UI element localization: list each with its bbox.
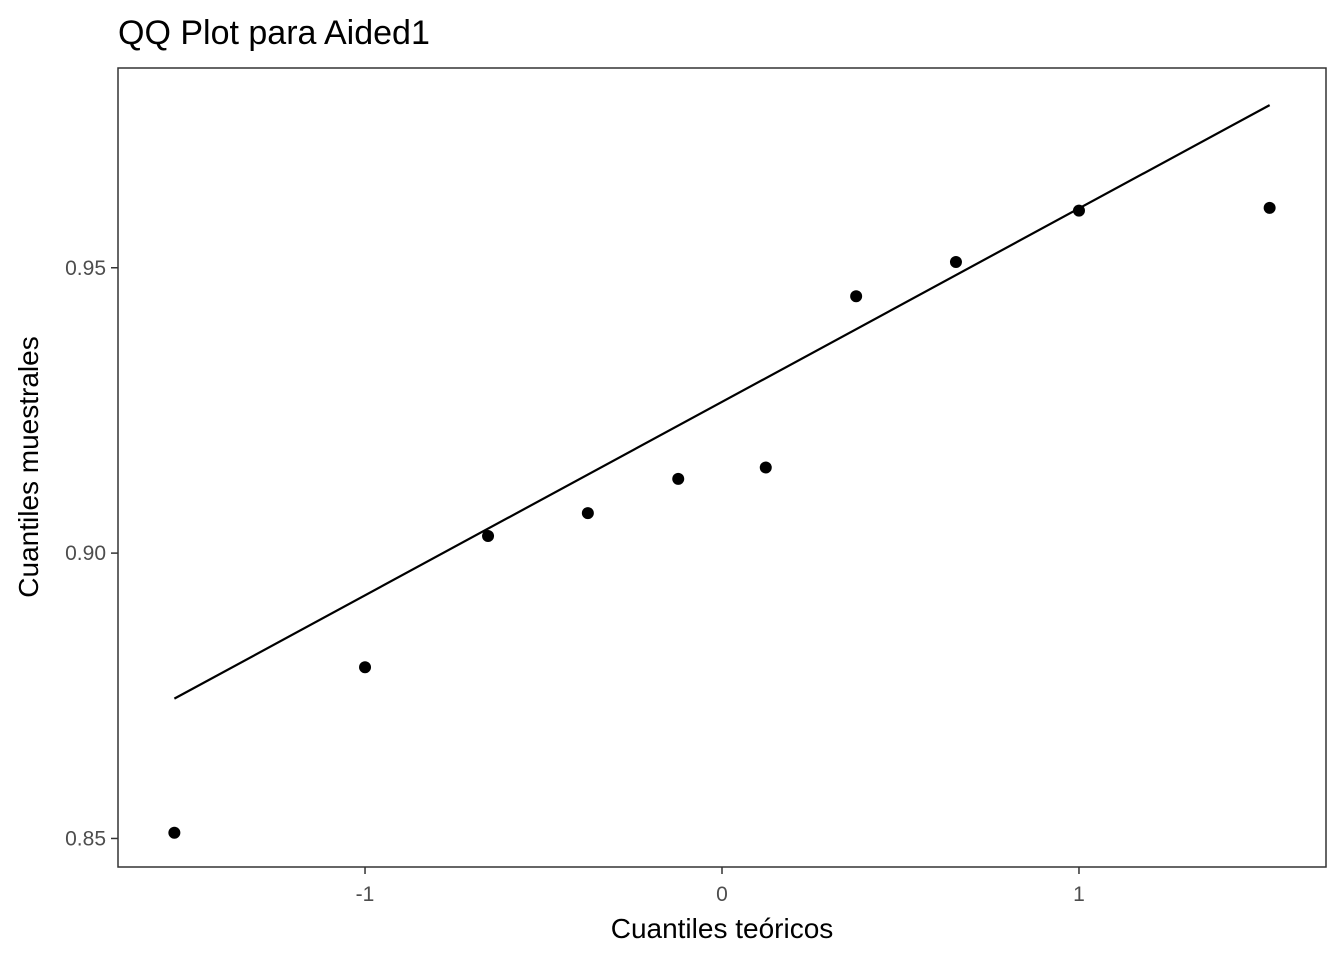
y-axis: 0.85 0.90 0.95 <box>65 257 118 850</box>
data-point <box>359 661 372 674</box>
reference-line <box>173 104 1271 700</box>
y-axis-title: Cuantiles muestrales <box>13 336 44 597</box>
y-tick-label: 0.95 <box>65 257 106 280</box>
data-point <box>1263 201 1276 214</box>
data-point <box>482 529 495 542</box>
y-tick-label: 0.90 <box>65 542 106 565</box>
data-point <box>1072 204 1085 217</box>
x-tick-label: 0 <box>716 883 728 906</box>
data-point <box>759 461 772 474</box>
data-point <box>168 826 181 839</box>
x-tick-label: 1 <box>1073 883 1085 906</box>
data-point <box>672 472 685 485</box>
x-axis-title: Cuantiles teóricos <box>611 913 834 944</box>
y-tick-label: 0.85 <box>65 827 106 850</box>
data-point <box>949 256 962 269</box>
data-point <box>850 290 863 303</box>
data-point <box>581 507 594 520</box>
sample-points <box>168 201 1276 839</box>
plot-panel <box>117 67 1327 868</box>
chart-title: QQ Plot para Aided1 <box>118 14 430 52</box>
x-tick-label: -1 <box>356 883 375 906</box>
x-axis: -1 0 1 <box>356 867 1085 906</box>
